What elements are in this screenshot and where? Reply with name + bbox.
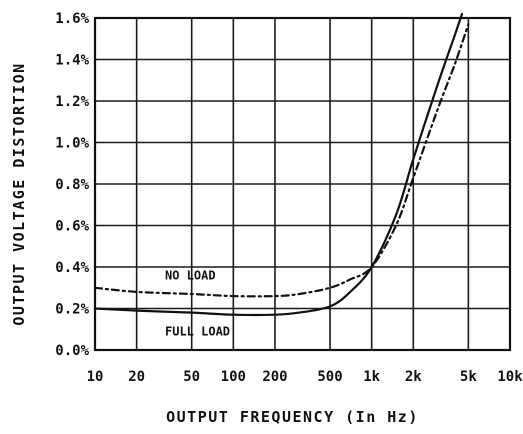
annotation-no-load: NO LOAD	[165, 268, 216, 282]
y-tick-label: 0.6%	[55, 219, 89, 235]
series-line-full-load	[93, 12, 464, 317]
y-tick-label: 1.0%	[55, 136, 89, 152]
y-tick-label: 0.0%	[55, 343, 89, 359]
x-tick-label: 50	[183, 369, 200, 385]
x-tick-label: 5k	[460, 369, 477, 385]
y-tick-label: 1.4%	[55, 53, 89, 69]
x-tick-label: 200	[262, 369, 287, 385]
y-tick-labels: 0.0% 0.2% 0.4% 0.6% 0.8% 1.0% 1.2% 1.4% 1.6%	[55, 11, 89, 359]
y-axis-title: OUTPUT VOLTAGE DISTORTION	[10, 62, 28, 325]
x-tick-label: 2k	[405, 369, 422, 385]
x-tick-label: 10	[87, 369, 104, 385]
plot-frame	[93, 16, 512, 352]
x-tick-label: 1k	[363, 369, 380, 385]
grid-lines	[94, 17, 511, 351]
y-tick-label: 0.4%	[55, 260, 89, 276]
annotation-full-load: FULL LOAD	[165, 324, 230, 338]
y-tick-label: 0.2%	[55, 302, 89, 318]
x-tick-label: 10k	[497, 369, 523, 385]
x-tick-labels: 10 20 50 100 200 500 1k 2k 5k 10k	[87, 369, 523, 385]
series-line-no-load	[93, 23, 470, 298]
x-tick-label: 100	[221, 369, 246, 385]
x-tick-label: 20	[128, 369, 145, 385]
series-lines	[93, 12, 470, 317]
x-tick-label: 500	[317, 369, 342, 385]
y-tick-label: 1.6%	[55, 11, 89, 27]
series-annotations: NO LOAD FULL LOAD	[165, 268, 230, 338]
x-axis-title: OUTPUT FREQUENCY (In Hz)	[166, 408, 419, 426]
y-tick-label: 1.2%	[55, 94, 89, 110]
y-tick-label: 0.8%	[55, 177, 89, 193]
